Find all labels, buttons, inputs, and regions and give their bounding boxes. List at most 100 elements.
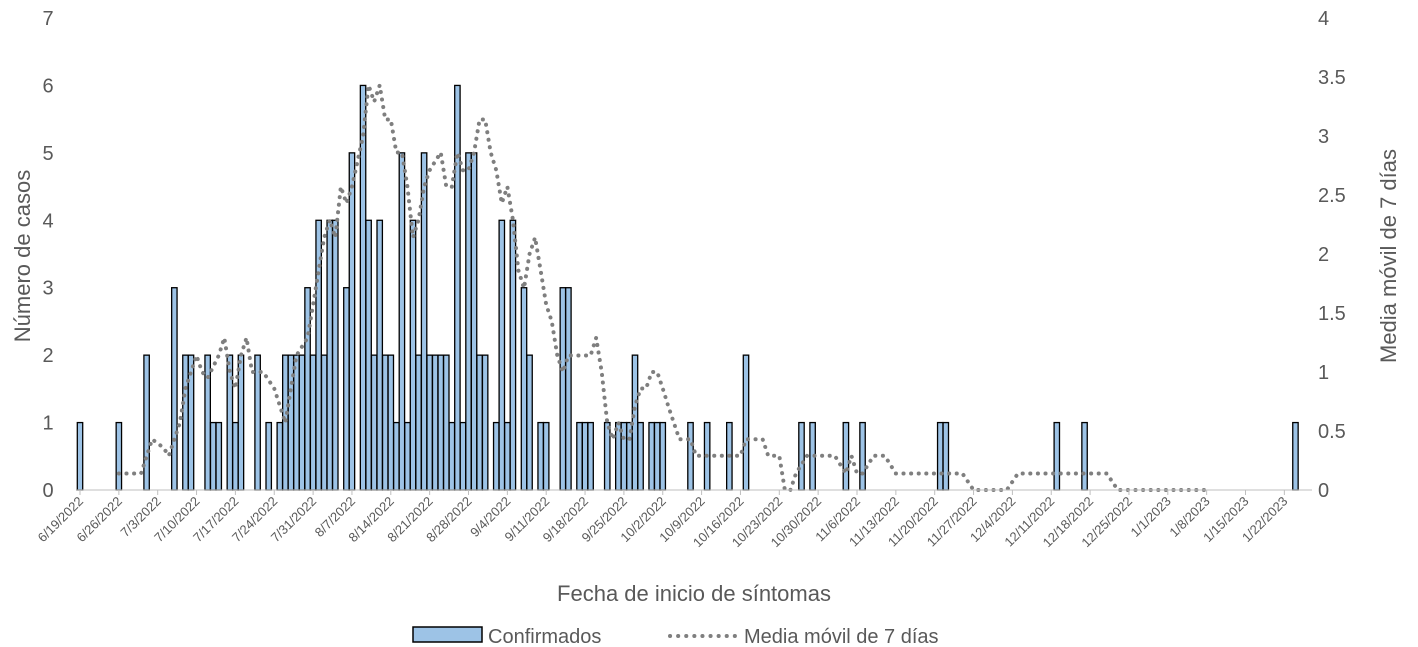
bar [581, 421, 589, 491]
bar [470, 152, 478, 491]
y2-axis-label: Media móvil de 7 días [1376, 149, 1401, 363]
y2-tick-label: 0.5 [1318, 421, 1346, 443]
bar [542, 421, 550, 491]
bar [404, 421, 411, 491]
y2-tick-label: 0 [1318, 480, 1329, 502]
bar [603, 421, 611, 491]
bar [215, 421, 223, 491]
bar [526, 354, 533, 491]
bar [509, 219, 517, 491]
bar [115, 421, 123, 491]
y-tick-label: 0 [42, 480, 53, 502]
bar [76, 421, 84, 491]
bar [415, 354, 422, 491]
bar [309, 354, 317, 491]
x-tick-label: 1/1/2023 [1128, 494, 1174, 540]
y-tick-label: 7 [42, 8, 53, 30]
bar [442, 354, 450, 491]
y2-tick-label: 3 [1318, 126, 1329, 148]
legend-swatch-confirmados [412, 626, 483, 643]
left-axis-ticks: 0 1 2 3 4 5 6 7 [42, 8, 53, 502]
y2-tick-label: 4 [1318, 8, 1329, 30]
bar [348, 152, 356, 491]
moving-average-line [116, 83, 1209, 492]
bar [420, 152, 428, 491]
bar [170, 287, 178, 491]
bar [559, 287, 567, 491]
bar [392, 421, 400, 491]
bar [315, 219, 323, 491]
bar [431, 354, 439, 491]
right-axis-ticks: 0 0.5 1 1.5 2 2.5 3 3.5 4 [1318, 8, 1346, 502]
bar [503, 421, 511, 491]
bar [232, 421, 239, 491]
y-axis-label: Número de casos [10, 170, 35, 342]
bar [842, 421, 850, 491]
bar [498, 219, 506, 491]
bar [448, 421, 456, 491]
bar [476, 354, 483, 491]
y-tick-label: 2 [42, 345, 53, 367]
bar [859, 421, 866, 491]
bar [465, 152, 472, 491]
y-tick-label: 1 [42, 413, 53, 435]
legend: Confirmados Media móvil de 7 días [412, 626, 939, 647]
bar [637, 421, 644, 491]
bar [237, 354, 245, 491]
y2-tick-label: 1 [1318, 362, 1329, 384]
bar [537, 421, 545, 491]
bar [376, 219, 384, 491]
bar [653, 421, 661, 491]
bar [492, 421, 500, 491]
y-tick-label: 3 [42, 278, 53, 300]
bar [276, 421, 284, 491]
x-axis-label: Fecha de inicio de síntomas [557, 581, 831, 606]
bar [254, 354, 261, 491]
bar [182, 354, 189, 491]
bar-series-confirmados [76, 84, 1299, 491]
bar [481, 354, 489, 491]
bar [437, 354, 445, 491]
bar [587, 421, 594, 491]
bar [370, 354, 378, 491]
bar [265, 421, 273, 491]
y-tick-label: 4 [42, 210, 53, 232]
bar [742, 354, 750, 491]
x-axis-ticks: 6/19/20226/26/20227/3/20227/10/20227/17/… [35, 490, 1290, 550]
legend-label-confirmados: Confirmados [488, 626, 601, 647]
bar [298, 354, 306, 491]
bar [365, 219, 372, 491]
bar [409, 219, 417, 491]
y-tick-label: 6 [42, 75, 53, 97]
bar [459, 421, 467, 491]
bar [565, 287, 572, 491]
y2-tick-label: 3.5 [1318, 67, 1346, 89]
bar [1081, 421, 1088, 491]
bar [381, 354, 389, 491]
y-tick-label: 5 [42, 143, 53, 165]
bar [659, 421, 667, 491]
bar [1053, 421, 1061, 491]
bar [942, 421, 950, 491]
bar [1292, 421, 1299, 491]
bar [576, 421, 583, 491]
bar [326, 219, 334, 491]
line-series-media-movil [116, 83, 1209, 492]
bar [520, 287, 528, 491]
y2-tick-label: 2.5 [1318, 185, 1346, 207]
bar [454, 84, 461, 491]
bar [209, 421, 217, 491]
bar [426, 354, 434, 491]
bar [331, 219, 339, 491]
bar [281, 354, 289, 491]
bar [615, 421, 622, 491]
bar [143, 354, 150, 491]
legend-label-media-movil: Media móvil de 7 días [744, 626, 939, 647]
bar [936, 421, 944, 491]
y2-tick-label: 1.5 [1318, 303, 1346, 325]
y2-tick-label: 2 [1318, 244, 1329, 266]
bar [798, 421, 805, 491]
bar [620, 421, 628, 491]
bar [398, 152, 406, 491]
